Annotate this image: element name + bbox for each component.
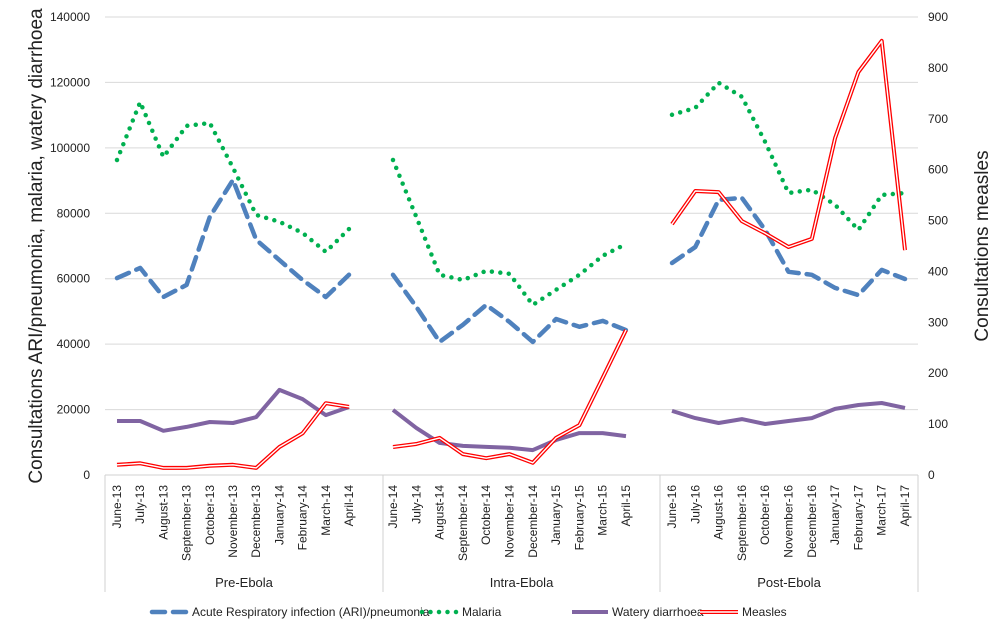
x-tick-label: February-15 [572,485,586,551]
x-tick-label: March-14 [319,485,333,536]
x-tick-label: July-13 [133,485,147,524]
x-tick-label: September-16 [735,485,749,561]
x-tick-label: November-13 [226,485,240,558]
y2-tick-label: 800 [928,61,948,75]
y2-tick-label: 200 [928,366,948,380]
series-line-malaria [117,102,349,252]
series-line-malaria [393,160,626,305]
x-tick-label: January-17 [828,485,842,545]
y2-tick-label: 900 [928,10,948,24]
series-line-watery [393,410,626,450]
y-tick-label: 120000 [50,75,90,89]
series-line-watery [117,390,349,431]
legend-label: Malaria [462,605,502,619]
x-tick-label: April-17 [898,485,912,527]
x-tick-label: October-14 [479,485,493,545]
x-tick-label: December-14 [526,485,540,558]
series-line-measles-inner [672,41,905,250]
legend-label: Watery diarrhoea [612,605,704,619]
x-tick-label: December-16 [805,485,819,558]
x-tick-label: August-16 [712,485,726,540]
y2-tick-label: 0 [928,468,935,482]
x-tick-label: January-15 [549,485,563,545]
y-tick-label: 20000 [57,403,91,417]
y-tick-label: 60000 [57,272,91,286]
y2-tick-label: 400 [928,264,948,278]
x-tick-label: August-13 [156,485,170,540]
legend: Acute Respiratory infection (ARI)/pneumo… [152,605,787,619]
y2-tick-label: 600 [928,163,948,177]
series-line-measles [117,403,349,468]
group-label: Post-Ebola [757,575,821,590]
x-tick-label: June-14 [386,485,400,529]
series-line-measles [393,330,626,463]
y2-tick-label: 300 [928,315,948,329]
x-tick-label: March-17 [875,485,889,536]
x-tick-label: March-15 [596,485,610,536]
y2-tick-label: 500 [928,214,948,228]
group-label: Pre-Ebola [215,575,274,590]
series-line-watery [672,403,905,424]
x-tick-label: February-17 [851,485,865,551]
series-line-measles [672,41,905,250]
x-tick-label: October-16 [758,485,772,545]
x-tick-label: October-13 [203,485,217,545]
legend-label: Measles [742,605,787,619]
x-tick-label: July-14 [409,485,423,524]
x-tick-label: August-14 [433,485,447,540]
x-tick-label: June-16 [665,485,679,529]
y-axis-title: Consultations ARI/pneumonia, malaria, wa… [26,8,47,484]
x-tick-label: June-13 [110,485,124,529]
group-label: Intra-Ebola [490,575,554,590]
x-tick-label: November-16 [782,485,796,558]
x-tick-label: July-16 [688,485,702,524]
y-tick-label: 100000 [50,141,90,155]
x-tick-label: December-13 [249,485,263,558]
series-line-measles-inner [117,403,349,468]
series-line-malaria [672,83,905,230]
y2-axis-title: Consultations measles [972,150,993,341]
y2-tick-label: 100 [928,417,948,431]
x-tick-label: September-13 [180,485,194,561]
legend-label: Acute Respiratory infection (ARI)/pneumo… [192,605,430,619]
series-line-acute [117,180,349,297]
y-tick-label: 40000 [57,337,91,351]
series-line-acute [393,275,626,342]
x-tick-label: January-14 [272,485,286,545]
y-tick-label: 0 [83,468,90,482]
x-tick-label: September-14 [456,485,470,561]
y2-tick-label: 700 [928,112,948,126]
y-tick-label: 140000 [50,10,90,24]
x-tick-label: February-14 [296,485,310,551]
x-axis-labels: June-13 July-13 August-13 September-13 Octob… [110,485,912,590]
y-tick-label: 80000 [57,206,91,220]
x-tick-label: April-15 [619,485,633,527]
x-tick-label: April-14 [342,485,356,527]
x-tick-label: November-14 [503,485,517,558]
series-lines [117,41,905,468]
